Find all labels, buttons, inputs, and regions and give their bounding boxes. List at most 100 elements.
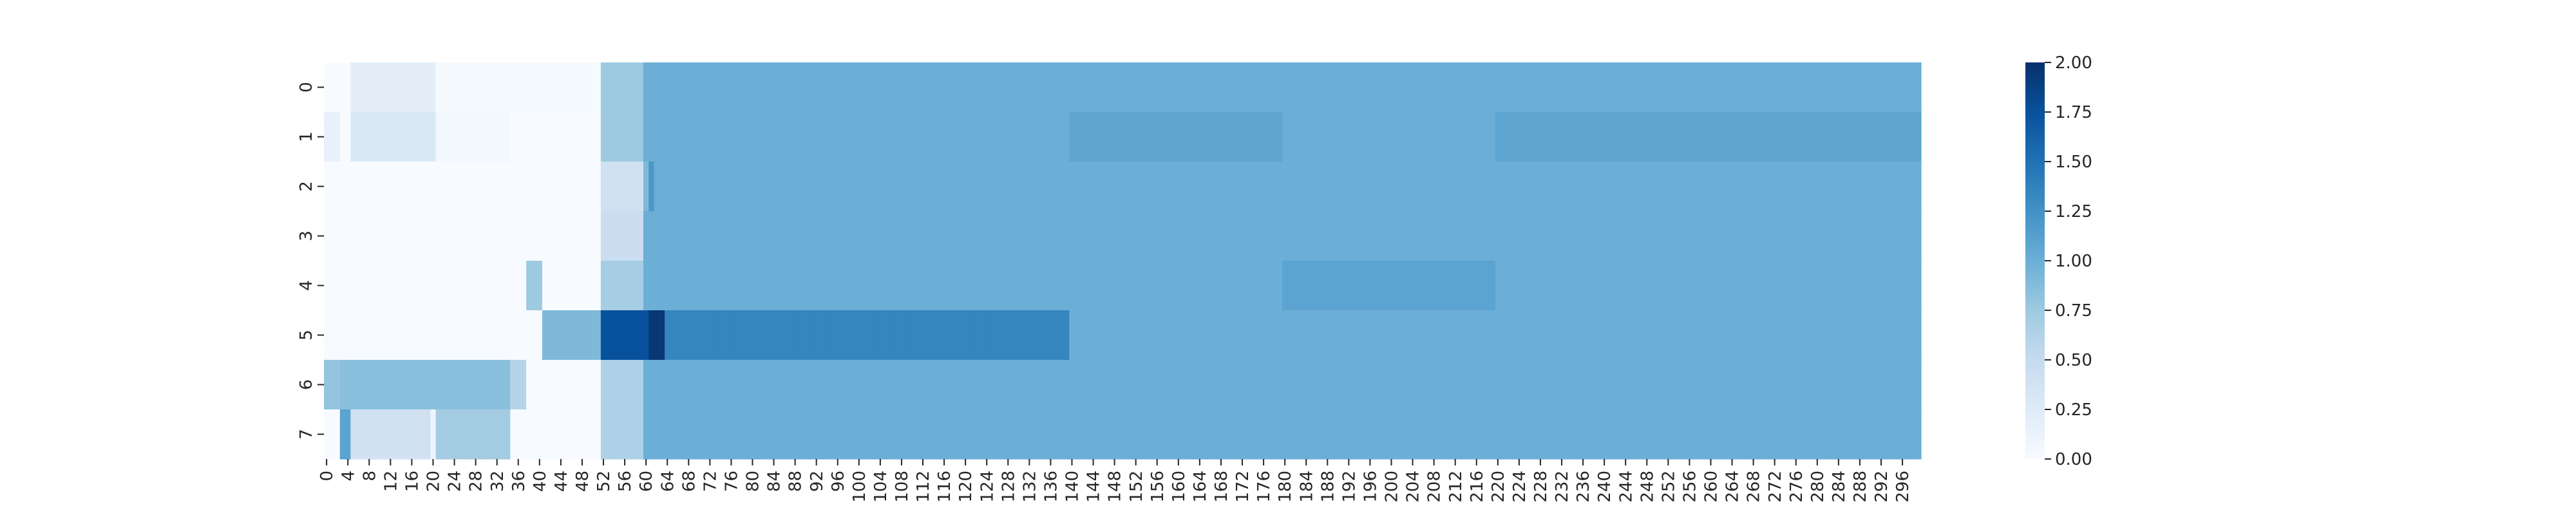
heatmap-cell bbox=[1687, 162, 1693, 212]
heatmap-cell bbox=[419, 310, 426, 360]
heatmap-cell bbox=[1128, 310, 1134, 360]
heatmap-cell bbox=[1532, 360, 1539, 410]
heatmap-cell bbox=[382, 112, 388, 162]
heatmap-cell bbox=[414, 310, 421, 360]
heatmap-cell bbox=[813, 310, 820, 360]
heatmap-cell bbox=[1245, 62, 1251, 113]
heatmap-cell bbox=[701, 409, 708, 460]
heatmap-cell bbox=[1537, 211, 1544, 261]
heatmap-cell bbox=[1005, 360, 1011, 410]
heatmap-cell bbox=[345, 112, 351, 162]
heatmap-cell bbox=[1180, 112, 1187, 162]
heatmap-cell bbox=[1479, 162, 1485, 212]
heatmap-cell bbox=[797, 112, 804, 162]
heatmap-cell bbox=[1915, 112, 1922, 162]
heatmap-cell bbox=[515, 162, 522, 212]
y-tick-label: 5 bbox=[297, 330, 316, 341]
heatmap-cell bbox=[1708, 162, 1714, 212]
heatmap-cell bbox=[1586, 360, 1592, 410]
heatmap-cell bbox=[1021, 162, 1027, 212]
heatmap-cell bbox=[1250, 162, 1256, 212]
heatmap-cell bbox=[1180, 409, 1187, 460]
heatmap-cell bbox=[558, 62, 564, 113]
heatmap-cell bbox=[1202, 310, 1208, 360]
heatmap-cell bbox=[856, 162, 862, 212]
heatmap-cell bbox=[824, 360, 830, 410]
heatmap-cell bbox=[1463, 62, 1469, 113]
heatmap-cell bbox=[968, 310, 974, 360]
heatmap-cell bbox=[1522, 360, 1528, 410]
heatmap-cell bbox=[627, 112, 634, 162]
heatmap-cell bbox=[355, 62, 362, 113]
heatmap-cell bbox=[846, 62, 851, 113]
heatmap-cell bbox=[1420, 310, 1426, 360]
heatmap-cell bbox=[1197, 310, 1203, 360]
heatmap-cell bbox=[1367, 409, 1374, 460]
heatmap-cell bbox=[1325, 360, 1331, 410]
heatmap-cell bbox=[611, 211, 618, 261]
heatmap-cell bbox=[505, 310, 511, 360]
heatmap-cell bbox=[1079, 62, 1086, 113]
heatmap-cell bbox=[1777, 162, 1783, 212]
heatmap-cell bbox=[430, 409, 437, 460]
heatmap-cell bbox=[835, 112, 841, 162]
heatmap-cell bbox=[1287, 62, 1294, 113]
heatmap-cell bbox=[931, 310, 937, 360]
heatmap-cell bbox=[1479, 112, 1485, 162]
heatmap-cell bbox=[1208, 360, 1214, 410]
heatmap-cell bbox=[1410, 360, 1416, 410]
heatmap-cell bbox=[734, 261, 740, 311]
heatmap-cell bbox=[1255, 62, 1262, 113]
heatmap-cell bbox=[947, 211, 953, 261]
heatmap-cell bbox=[1910, 409, 1917, 460]
x-tick-label: 204 bbox=[1404, 471, 1423, 503]
heatmap-cell bbox=[1186, 62, 1193, 113]
heatmap-cell bbox=[1128, 211, 1134, 261]
heatmap-cell bbox=[585, 310, 591, 360]
heatmap-cell bbox=[952, 162, 958, 212]
heatmap-cell bbox=[499, 310, 506, 360]
heatmap-cell bbox=[941, 310, 947, 360]
heatmap-cell bbox=[701, 261, 708, 311]
heatmap-cell bbox=[361, 211, 367, 261]
heatmap-cell bbox=[1729, 211, 1736, 261]
heatmap-cell bbox=[1229, 62, 1235, 113]
heatmap-cell bbox=[760, 261, 766, 311]
heatmap-cell bbox=[1628, 162, 1634, 212]
heatmap-cell bbox=[553, 310, 559, 360]
heatmap-cell bbox=[867, 409, 873, 460]
heatmap-cell bbox=[1825, 211, 1832, 261]
heatmap-cell bbox=[856, 62, 862, 113]
heatmap-cell bbox=[670, 310, 676, 360]
heatmap-cell bbox=[1218, 112, 1224, 162]
heatmap-cell bbox=[1703, 360, 1709, 410]
heatmap-cell bbox=[1367, 360, 1374, 410]
heatmap-cell bbox=[665, 310, 670, 360]
heatmap-cell bbox=[1314, 112, 1320, 162]
heatmap-cell bbox=[994, 112, 1001, 162]
heatmap-cell bbox=[840, 112, 846, 162]
heatmap-cell bbox=[435, 360, 442, 410]
heatmap-cell bbox=[1069, 409, 1075, 460]
heatmap-cell bbox=[564, 261, 569, 311]
heatmap-cell bbox=[1271, 211, 1278, 261]
heatmap-cell bbox=[803, 310, 809, 360]
heatmap-cell bbox=[579, 112, 585, 162]
heatmap-cell bbox=[339, 62, 346, 113]
heatmap-cell bbox=[1697, 62, 1703, 113]
x-tick-label: 120 bbox=[956, 471, 976, 503]
heatmap-cell bbox=[1420, 261, 1426, 311]
heatmap-cell bbox=[446, 310, 452, 360]
heatmap-cell bbox=[334, 360, 341, 410]
heatmap-cell bbox=[659, 162, 665, 212]
x-tick-label: 48 bbox=[573, 471, 592, 492]
heatmap-cell bbox=[499, 211, 506, 261]
heatmap-cell bbox=[1442, 62, 1448, 113]
heatmap-cell bbox=[707, 360, 714, 410]
heatmap-cell bbox=[1442, 112, 1448, 162]
x-tick-label: 36 bbox=[509, 471, 529, 492]
heatmap-cell bbox=[393, 360, 399, 410]
heatmap-cell bbox=[1617, 409, 1624, 460]
heatmap-cell bbox=[867, 310, 873, 360]
heatmap-cell bbox=[1383, 62, 1389, 113]
